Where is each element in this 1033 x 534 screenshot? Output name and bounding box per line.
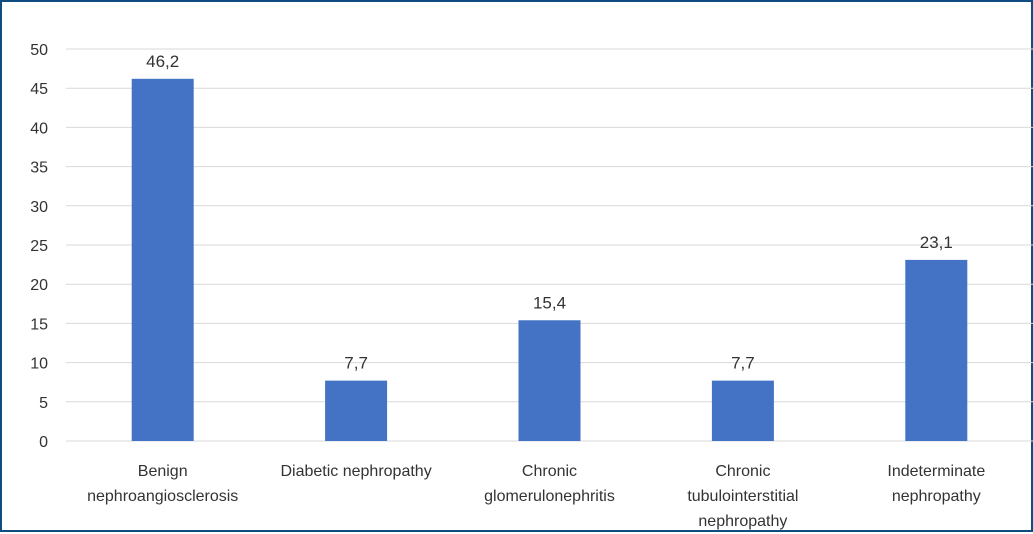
data-label: 7,7 xyxy=(344,354,368,373)
data-label: 46,2 xyxy=(146,52,179,71)
category-label: nephropathy xyxy=(698,513,787,530)
gridlines xyxy=(66,48,1033,442)
y-tick-label: 45 xyxy=(30,81,48,98)
y-tick-label: 30 xyxy=(30,199,48,216)
bars xyxy=(131,78,968,442)
y-axis-tick-labels: 0 5 10 15 20 25 30 35 40 45 50 xyxy=(30,42,48,451)
category-label: Indeterminate xyxy=(887,463,985,480)
category-label: nephropathy xyxy=(892,488,981,505)
category-label: Chronic xyxy=(522,463,577,480)
category-labels: Benign nephroangiosclerosis Diabetic nephr… xyxy=(87,463,985,530)
data-label: 15,4 xyxy=(533,293,566,312)
bar xyxy=(325,380,388,441)
data-label: 7,7 xyxy=(731,354,755,373)
y-tick-label: 0 xyxy=(39,434,48,451)
y-tick-label: 50 xyxy=(30,42,48,59)
category-label: glomerulonephritis xyxy=(484,488,615,505)
y-tick-label: 5 xyxy=(39,395,48,412)
category-label: nephroangiosclerosis xyxy=(87,488,238,505)
y-tick-label: 15 xyxy=(30,316,48,333)
bar xyxy=(131,78,194,442)
category-label: Diabetic nephropathy xyxy=(280,463,431,480)
bar xyxy=(711,380,774,441)
y-tick-label: 25 xyxy=(30,238,48,255)
bar xyxy=(905,259,968,441)
y-tick-label: 10 xyxy=(30,356,48,373)
bar xyxy=(518,320,581,441)
y-tick-label: 20 xyxy=(30,277,48,294)
y-tick-label: 40 xyxy=(30,120,48,137)
data-label: 23,1 xyxy=(920,233,953,252)
category-label: tubulointerstitial xyxy=(687,488,798,505)
category-label: Chronic xyxy=(715,463,770,480)
data-labels: 46,2 7,7 15,4 7,7 23,1 xyxy=(146,52,953,373)
y-tick-label: 35 xyxy=(30,160,48,177)
category-label: Benign xyxy=(138,463,188,480)
